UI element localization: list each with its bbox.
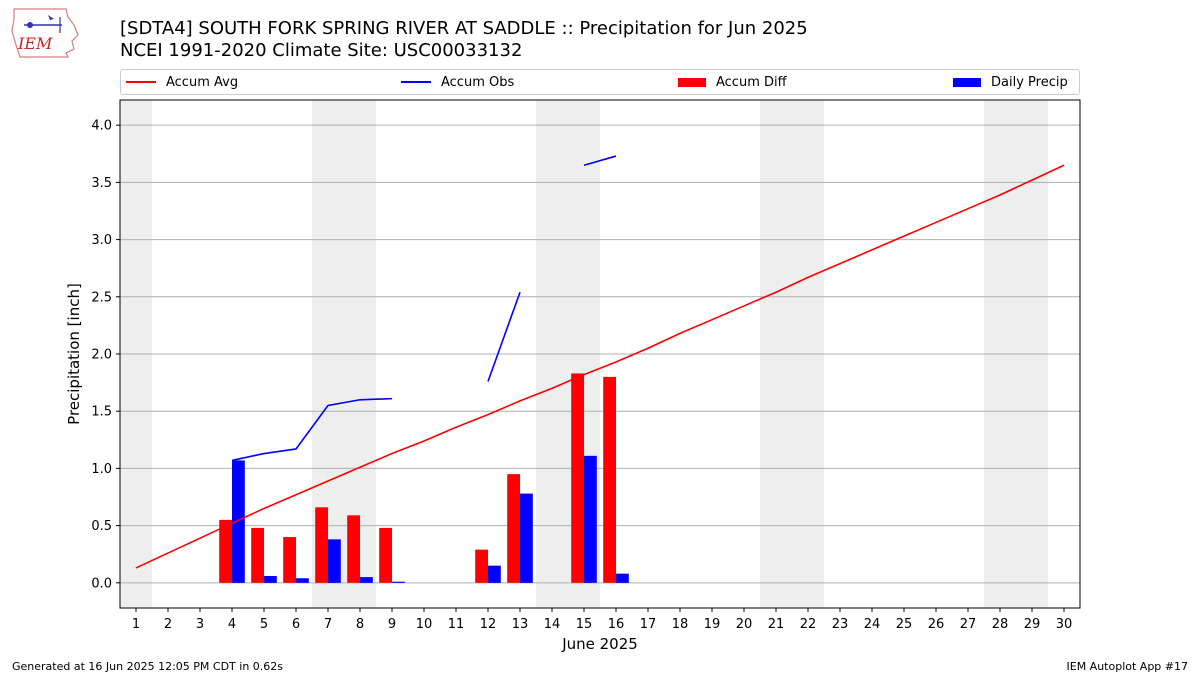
logo-text: IEM xyxy=(17,34,53,53)
y-tick-label: 1.0 xyxy=(91,462,112,477)
x-tick-label: 8 xyxy=(356,617,364,632)
legend-label-daily-precip: Daily Precip xyxy=(991,74,1068,90)
legend-item-accum-diff: Accum Diff xyxy=(678,70,787,94)
daily-precip-bar xyxy=(264,575,277,583)
accum-diff-bar xyxy=(475,549,488,583)
accum-diff-bar xyxy=(219,519,232,583)
y-tick-label: 4.0 xyxy=(91,119,112,134)
y-tick-label: 2.5 xyxy=(91,290,112,305)
daily-precip-bar xyxy=(520,493,533,583)
daily-precip-bar xyxy=(584,455,597,583)
x-tick-label: 12 xyxy=(480,617,497,632)
x-tick-label: 29 xyxy=(1024,617,1041,632)
legend-swatch-daily-precip xyxy=(953,77,981,87)
x-tick-label: 4 xyxy=(228,617,236,632)
x-tick-label: 10 xyxy=(416,617,433,632)
daily-precip-bar xyxy=(488,565,501,583)
x-tick-label: 28 xyxy=(992,617,1009,632)
x-tick-label: 11 xyxy=(448,617,465,632)
x-tick-label: 2 xyxy=(164,617,172,632)
x-tick-label: 3 xyxy=(196,617,204,632)
x-tick-label: 30 xyxy=(1056,617,1073,632)
x-tick-label: 22 xyxy=(800,617,817,632)
x-tick-label: 17 xyxy=(640,617,657,632)
x-tick-label: 27 xyxy=(960,617,977,632)
x-tick-label: 25 xyxy=(896,617,913,632)
daily-precip-bar xyxy=(328,539,341,583)
y-tick-label: 3.0 xyxy=(91,233,112,248)
accum-diff-bar xyxy=(571,373,584,583)
y-axis-label: Precipitation [inch] xyxy=(65,283,83,425)
x-tick-label: 18 xyxy=(672,617,689,632)
footer-app-id: IEM Autoplot App #17 xyxy=(1066,660,1189,673)
x-tick-label: 26 xyxy=(928,617,945,632)
legend-swatch-accum-obs xyxy=(401,81,431,83)
accum-diff-bar xyxy=(507,474,520,583)
y-tick-label: 0.5 xyxy=(91,519,112,534)
title-line-1: [SDTA4] SOUTH FORK SPRING RIVER AT SADDL… xyxy=(120,18,808,39)
x-tick-label: 24 xyxy=(864,617,881,632)
legend-label-accum-avg: Accum Avg xyxy=(166,74,239,90)
x-axis-label: June 2025 xyxy=(561,635,638,653)
x-tick-label: 5 xyxy=(260,617,268,632)
legend-label-accum-obs: Accum Obs xyxy=(441,74,515,90)
x-tick-label: 15 xyxy=(576,617,593,632)
y-tick-label: 1.5 xyxy=(91,405,112,420)
x-tick-label: 1 xyxy=(132,617,140,632)
iem-logo: IEM xyxy=(11,8,79,58)
footer-generated: Generated at 16 Jun 2025 12:05 PM CDT in… xyxy=(12,660,284,673)
daily-precip-bar xyxy=(296,578,309,583)
accum-avg-line xyxy=(135,164,1065,569)
legend-label-accum-diff: Accum Diff xyxy=(716,74,787,90)
daily-precip-bar xyxy=(616,573,629,583)
daily-precip-bar xyxy=(232,460,245,583)
accum-diff-bar xyxy=(603,376,616,583)
accum-diff-bar xyxy=(315,507,328,583)
accum-obs-line xyxy=(583,155,617,166)
y-tick-label: 2.0 xyxy=(91,348,112,363)
daily-precip-bar xyxy=(392,581,405,583)
x-tick-label: 9 xyxy=(388,617,396,632)
daily-precip-bar xyxy=(360,577,373,583)
accum-diff-bar xyxy=(283,537,296,583)
x-tick-label: 6 xyxy=(292,617,300,632)
title-line-2: NCEI 1991-2020 Climate Site: USC00033132 xyxy=(120,40,523,61)
x-tick-label: 19 xyxy=(704,617,721,632)
x-tick-label: 20 xyxy=(736,617,753,632)
x-tick-label: 14 xyxy=(544,617,561,632)
x-tick-label: 16 xyxy=(608,617,625,632)
x-tick-label: 7 xyxy=(324,617,332,632)
accum-obs-line xyxy=(231,397,393,462)
chart-title: [SDTA4] SOUTH FORK SPRING RIVER AT SADDL… xyxy=(120,18,808,62)
legend-item-daily-precip: Daily Precip xyxy=(953,70,1068,94)
accum-diff-bar xyxy=(251,527,264,583)
x-tick-label: 21 xyxy=(768,617,785,632)
legend-item-accum-avg: Accum Avg xyxy=(126,70,238,94)
legend-item-accum-obs: Accum Obs xyxy=(401,70,514,94)
legend-swatch-accum-avg xyxy=(126,81,156,83)
x-tick-label: 23 xyxy=(832,617,849,632)
x-tick-label: 13 xyxy=(512,617,529,632)
legend-swatch-accum-diff xyxy=(678,77,706,87)
chart-legend: Accum Avg Accum Obs Accum Diff Daily Pre… xyxy=(120,69,1080,95)
accum-diff-bar xyxy=(347,515,360,583)
y-tick-label: 0.0 xyxy=(91,576,112,591)
accum-obs-line xyxy=(487,291,521,382)
y-tick-label: 3.5 xyxy=(91,176,112,191)
accum-diff-bar xyxy=(379,527,392,583)
